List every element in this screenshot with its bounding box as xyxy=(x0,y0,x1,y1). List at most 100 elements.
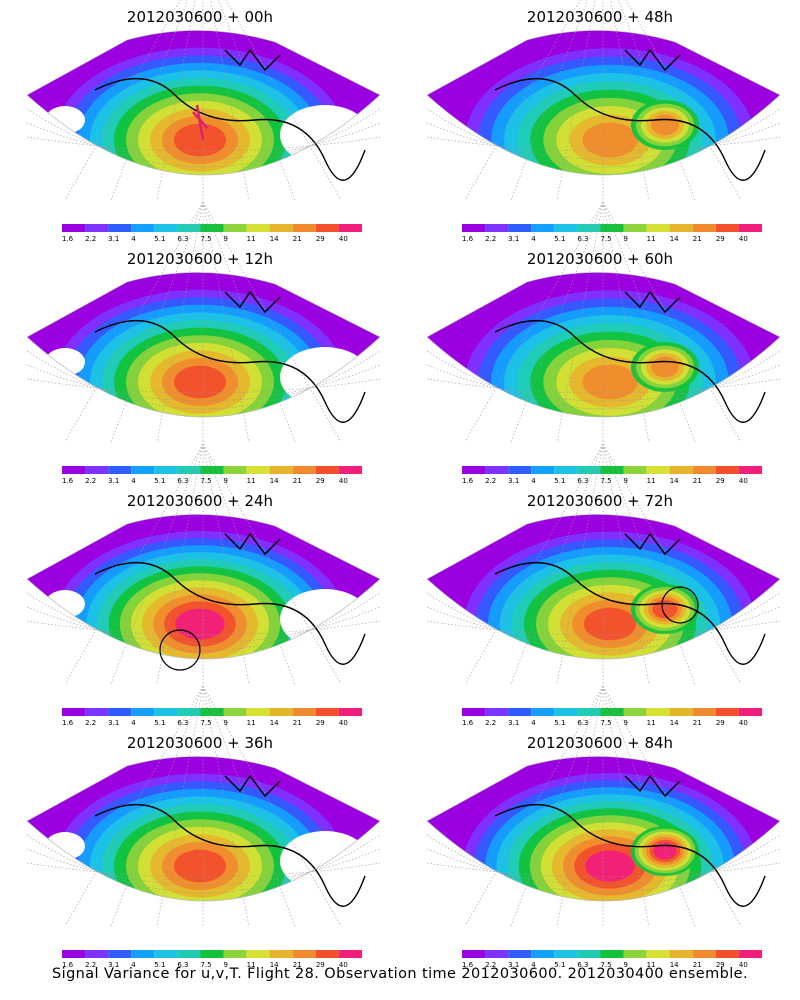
colorbar-swatch xyxy=(177,708,201,716)
colorbar-swatch xyxy=(692,708,716,716)
colorbar-tick-label: 21 xyxy=(293,235,302,243)
colorbar-tick-label: 14 xyxy=(670,235,679,243)
colorbar-swatch xyxy=(131,950,155,958)
colorbar-tick-label: 4 xyxy=(131,961,136,969)
colorbar-tick-label: 21 xyxy=(693,477,702,485)
domain-border xyxy=(26,514,381,660)
colorbar-swatch xyxy=(508,224,532,232)
colorbar-tick-label: 6.3 xyxy=(577,235,588,243)
domain-border xyxy=(426,30,781,176)
colorbar-tick-label: 9 xyxy=(224,235,228,243)
colorbar-swatch xyxy=(246,224,270,232)
colorbar: 1.6 2.2 3.1 4 5.1 6.3 7.5 9 11 14 21 29 40 xyxy=(62,466,362,485)
colorbar-tick-label: 40 xyxy=(739,719,748,727)
coastline xyxy=(494,562,766,665)
colorbar-swatch xyxy=(646,950,670,958)
colorbar-swatch xyxy=(738,950,762,958)
colorbar-swatch xyxy=(485,224,509,232)
colorbar-tick-label: 9 xyxy=(624,235,628,243)
colorbar-tick-label: 29 xyxy=(316,719,325,727)
panel-title: 2012030600 + 60h xyxy=(527,250,673,268)
colorbar-swatch xyxy=(85,708,109,716)
colorbar-swatch xyxy=(623,224,647,232)
coastline xyxy=(224,290,281,314)
colorbar-swatch xyxy=(485,466,509,474)
colorbar-tick-label: 7.5 xyxy=(200,477,211,485)
colorbar-swatch xyxy=(738,224,762,232)
colorbar-swatch xyxy=(577,950,601,958)
coastline xyxy=(94,320,366,423)
colorbar-swatch xyxy=(577,466,601,474)
colorbar-tick-label: 29 xyxy=(316,477,325,485)
colorbar-swatch xyxy=(62,708,86,716)
colorbar-tick-label: 14 xyxy=(270,477,279,485)
colorbar-swatch xyxy=(462,466,486,474)
colorbar-tick-label: 9 xyxy=(624,477,628,485)
coastline xyxy=(94,78,366,181)
map-panel: 2012030600 + 24h 1.6 2.2 3.1 4 5.1 6.3 7.5 9 11 14… xyxy=(26,443,381,727)
colorbar-tick-label: 14 xyxy=(670,719,679,727)
colorbar-swatch xyxy=(623,466,647,474)
highlight-circle xyxy=(159,629,201,671)
colorbar-tick-label: 21 xyxy=(293,961,302,969)
colorbar-tick-label: 5.1 xyxy=(554,961,565,969)
colorbar-swatch xyxy=(600,224,624,232)
colorbar-swatch xyxy=(554,466,578,474)
colorbar-tick-label: 9 xyxy=(624,719,628,727)
colorbar-swatch xyxy=(223,466,247,474)
colorbar-swatch xyxy=(62,224,86,232)
coastline xyxy=(224,48,281,72)
panel-title: 2012030600 + 12h xyxy=(127,250,273,268)
colorbar-tick-label: 40 xyxy=(339,961,348,969)
colorbar-swatch xyxy=(62,950,86,958)
colorbar-swatch xyxy=(246,466,270,474)
map-panels: 2012030600 + 00h 1.6 2.2 3.1 4 5.1 6.3 7.5 9 11 14… xyxy=(26,0,781,969)
colorbar-swatch xyxy=(269,708,293,716)
colorbar-swatch xyxy=(646,224,670,232)
colorbar: 1.6 2.2 3.1 4 5.1 6.3 7.5 9 11 14 21 29 40 xyxy=(462,224,762,243)
colorbar-swatch xyxy=(223,708,247,716)
colorbar-tick-label: 4 xyxy=(531,961,536,969)
variance-field xyxy=(427,272,780,417)
colorbar-tick-label: 21 xyxy=(693,719,702,727)
colorbar-tick-label: 14 xyxy=(670,961,679,969)
colorbar-tick-label: 6.3 xyxy=(177,961,188,969)
colorbar-tick-label: 3.1 xyxy=(508,961,519,969)
colorbar-swatch xyxy=(531,950,555,958)
coastline xyxy=(224,774,281,798)
coastline xyxy=(624,774,681,798)
colorbar-swatch xyxy=(600,708,624,716)
colorbar-tick-label: 2.2 xyxy=(485,235,496,243)
colorbar-swatch xyxy=(315,224,339,232)
colorbar-swatch xyxy=(177,224,201,232)
colorbar-swatch xyxy=(292,224,316,232)
colorbar-tick-label: 7.5 xyxy=(200,719,211,727)
colorbar-swatch xyxy=(338,224,362,232)
colorbar-tick-label: 11 xyxy=(647,477,656,485)
colorbar-tick-label: 2.2 xyxy=(85,477,96,485)
colorbar-swatch xyxy=(715,466,739,474)
colorbar-tick-label: 3.1 xyxy=(108,961,119,969)
colorbar-swatch xyxy=(246,950,270,958)
colorbar-tick-label: 3.1 xyxy=(108,235,119,243)
colorbar-swatch xyxy=(108,466,132,474)
domain-border xyxy=(426,756,781,902)
domain-border xyxy=(26,30,381,176)
colorbar-swatch xyxy=(131,466,155,474)
colorbar-tick-label: 4 xyxy=(531,477,536,485)
colorbar: 1.6 2.2 3.1 4 5.1 6.3 7.5 9 11 14 21 29 40 xyxy=(462,466,762,485)
colorbar-tick-label: 40 xyxy=(339,477,348,485)
colorbar-swatch xyxy=(669,708,693,716)
colorbar-swatch xyxy=(200,950,224,958)
colorbar-swatch xyxy=(669,466,693,474)
colorbar-tick-label: 21 xyxy=(693,961,702,969)
colorbar-tick-label: 9 xyxy=(224,719,228,727)
colorbar-tick-label: 6.3 xyxy=(577,719,588,727)
colorbar-tick-label: 4 xyxy=(131,235,136,243)
colorbar-swatch xyxy=(485,708,509,716)
colorbar-tick-label: 2.2 xyxy=(85,235,96,243)
colorbar-tick-label: 6.3 xyxy=(177,719,188,727)
colorbar-swatch xyxy=(154,224,178,232)
colorbar-tick-label: 6.3 xyxy=(177,477,188,485)
